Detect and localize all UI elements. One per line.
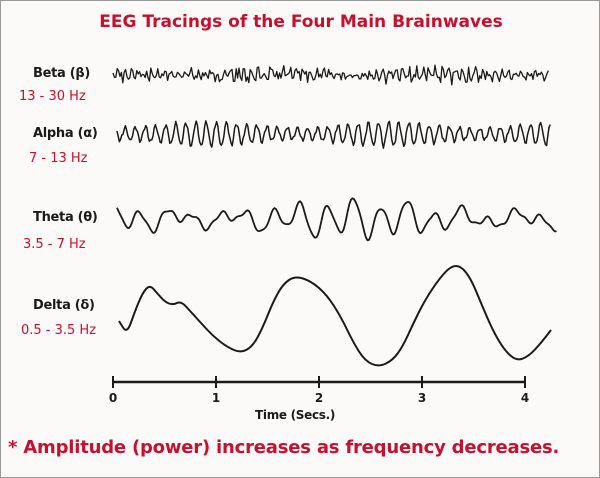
wave-range-delta: 0.5 - 3.5 Hz	[21, 323, 97, 338]
time-axis-label: Time (Secs.)	[255, 408, 336, 422]
wave-range-theta: 3.5 - 7 Hz	[23, 237, 86, 252]
wave-trace-beta	[112, 64, 549, 86]
wave-name-theta: Theta (θ)	[33, 210, 98, 225]
wave-name-delta: Delta (δ)	[33, 298, 95, 313]
time-axis-tick-label-2: 2	[314, 391, 324, 405]
wave-range-beta: 13 - 30 Hz	[19, 89, 86, 104]
footnote: * Amplitude (power) increases as frequen…	[8, 437, 560, 458]
wave-range-alpha: 7 - 13 Hz	[29, 151, 88, 166]
time-axis-tick-label-1: 1	[211, 391, 221, 405]
wave-trace-alpha	[116, 120, 551, 149]
wave-trace-delta	[118, 265, 552, 367]
time-axis-tick-label-0: 0	[108, 391, 118, 405]
wave-name-beta: Beta (β)	[33, 66, 91, 81]
wave-trace-theta	[116, 197, 557, 242]
time-axis-tick-label-3: 3	[417, 391, 427, 405]
wave-name-alpha: Alpha (α)	[33, 126, 98, 141]
diagram-title: EEG Tracings of the Four Main Brainwaves	[99, 12, 503, 32]
time-axis-tick-label-4: 4	[520, 391, 530, 405]
